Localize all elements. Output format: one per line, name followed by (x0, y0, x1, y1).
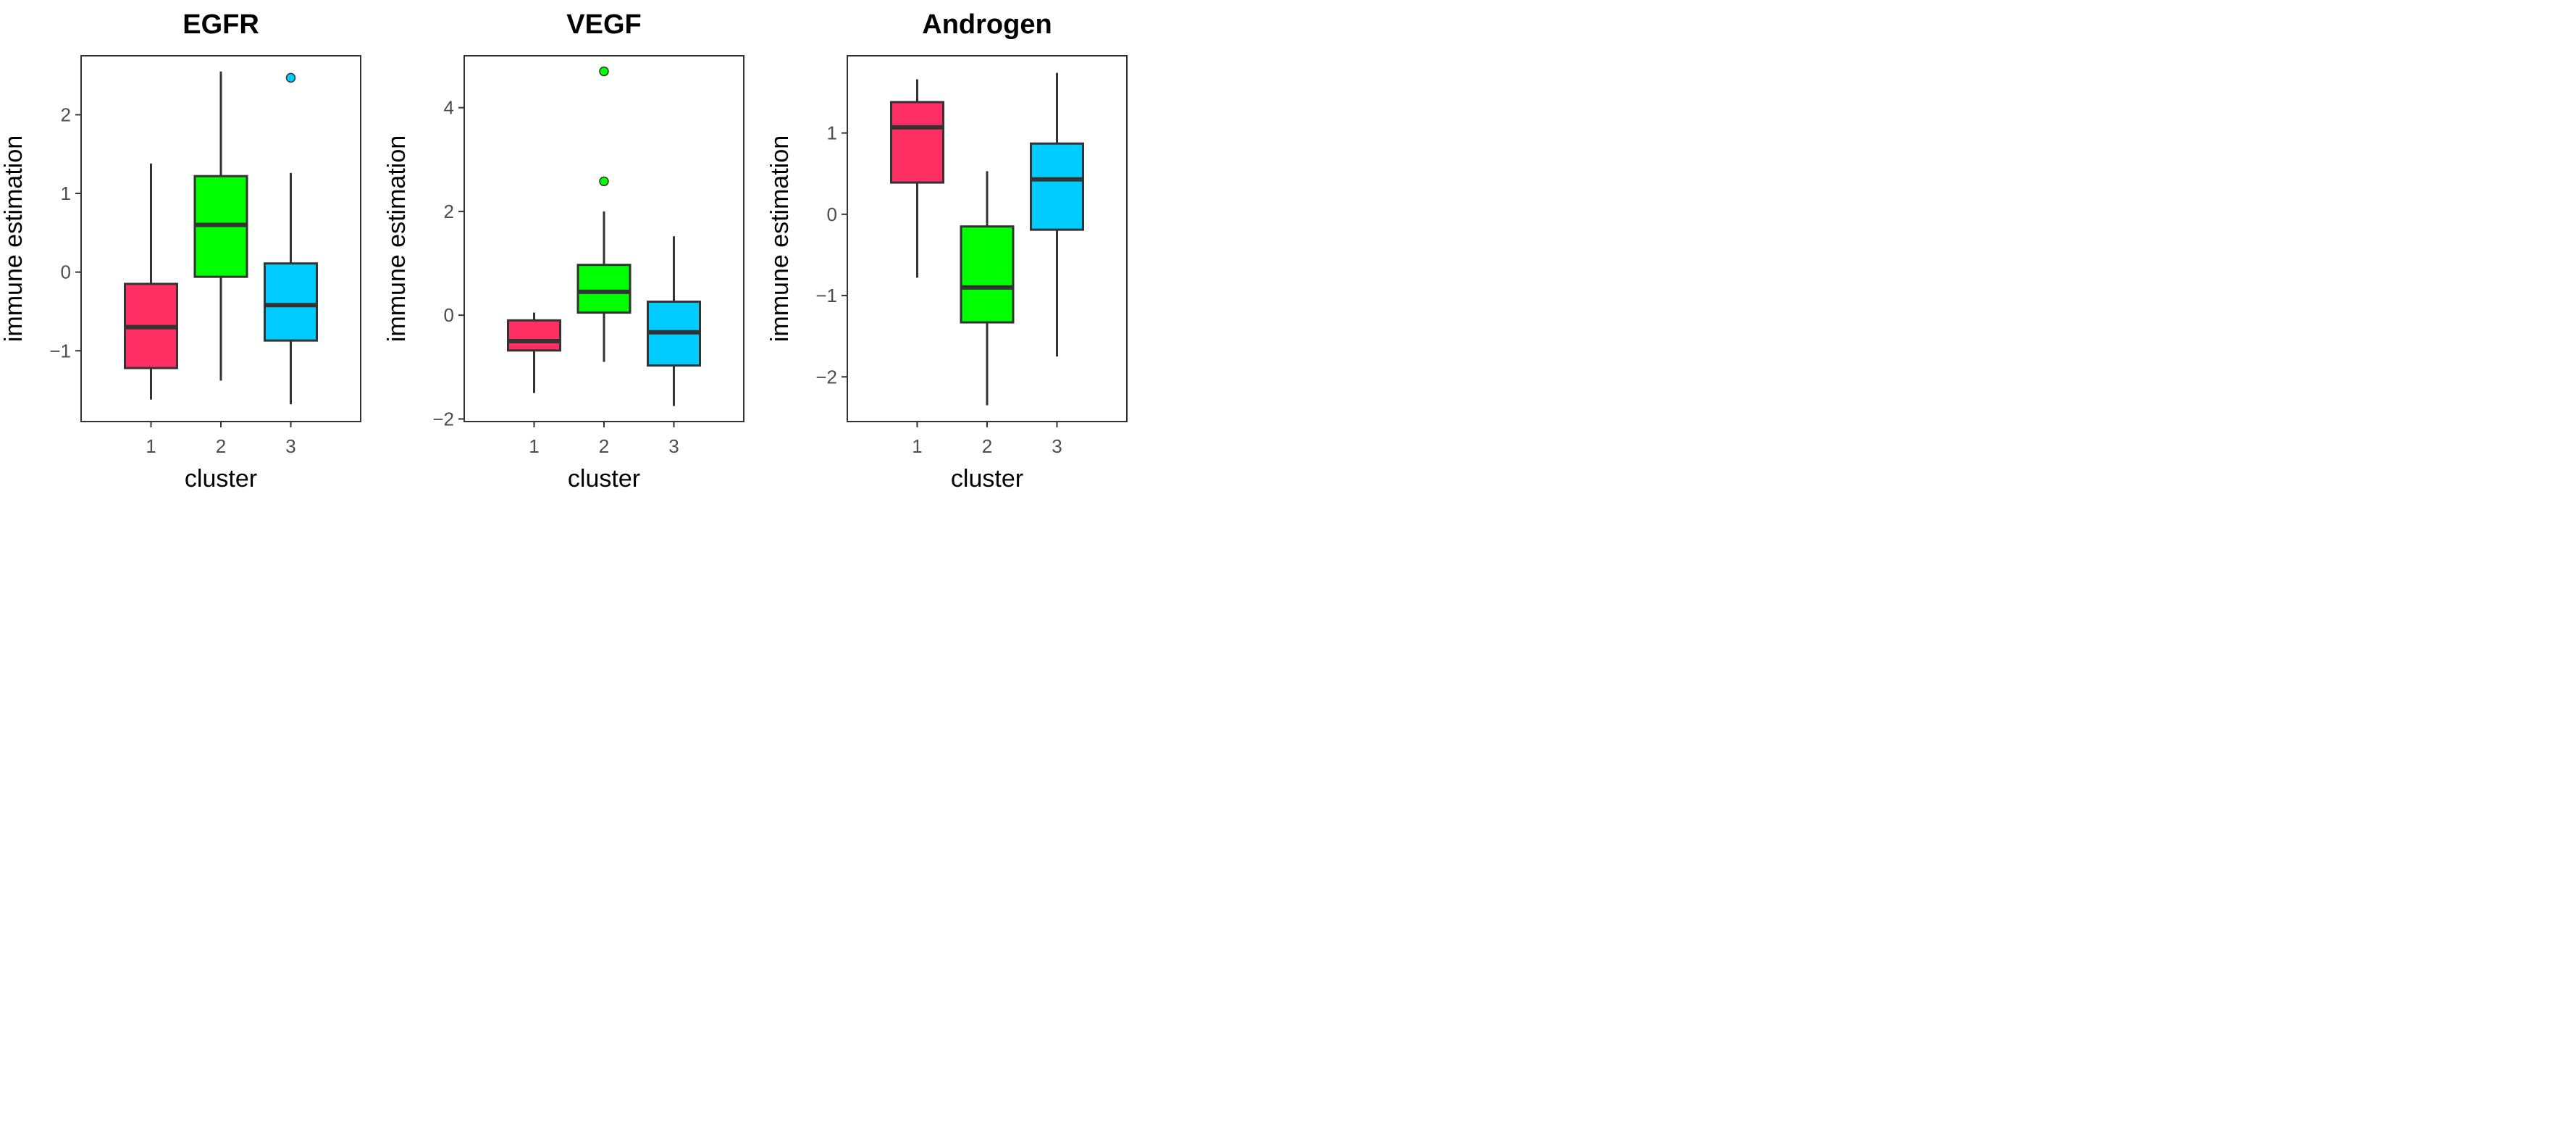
panel-egfr: EGFR −1 0 1 2 immune estimation 1 2 3 cluster (0, 9, 361, 493)
box-cluster-3 (264, 72, 318, 405)
box-cluster-1 (124, 163, 178, 400)
x-tick-label: 2 (599, 435, 609, 457)
chart-title: EGFR (182, 9, 259, 40)
chart-title: VEGF (566, 9, 641, 40)
x-tick-label: 1 (529, 435, 539, 457)
iqr-box (507, 319, 561, 352)
x-axis-title: cluster (951, 465, 1023, 493)
chart-title: Androgen (922, 9, 1052, 40)
iqr-box (960, 225, 1015, 324)
x-axis-title: cluster (568, 465, 640, 493)
panel-androgen: Androgen −2 −1 0 1 immune estimation 1 2 3 cluste… (766, 9, 1128, 493)
x-tick-label: 3 (285, 435, 295, 457)
outlier-point (599, 176, 609, 187)
iqr-box (890, 101, 944, 184)
box-cluster-1 (507, 312, 561, 393)
x-axis-title: cluster (185, 465, 257, 493)
y-tick-label: −1 (49, 340, 71, 361)
y-axis-title: immune estimation (0, 135, 28, 342)
x-tick-label: 2 (216, 435, 226, 457)
y-tick-label: 4 (444, 97, 454, 119)
box-cluster-2 (960, 171, 1015, 406)
y-tick-label: 1 (827, 122, 837, 144)
iqr-box (1030, 142, 1084, 231)
panel-vegf: VEGF −2 0 2 4 immune estimation 1 2 3 cluster (383, 9, 744, 493)
x-tick-label: 1 (912, 435, 922, 457)
x-tick-label: 2 (982, 435, 992, 457)
x-tick-label: 3 (1052, 435, 1062, 457)
y-axis-title: immune estimation (383, 135, 411, 342)
y-tick-label: 2 (61, 104, 71, 125)
x-tick-label: 3 (668, 435, 679, 457)
y-tick-label: 1 (61, 183, 71, 204)
figure: EGFR −1 0 1 2 immune estimation 1 2 3 cluster VEGF… (0, 0, 1136, 500)
y-tick-label: 2 (444, 201, 454, 222)
y-tick-label: 0 (827, 204, 837, 225)
y-tick-label: 0 (444, 304, 454, 326)
y-tick-label: 0 (61, 261, 71, 283)
iqr-box (264, 262, 318, 342)
y-axis-title: immune estimation (766, 135, 794, 342)
box-cluster-3 (1030, 72, 1084, 357)
box-cluster-3 (647, 236, 701, 406)
y-tick-label: −1 (815, 285, 837, 306)
x-tick-label: 1 (146, 435, 156, 457)
outlier-point (285, 72, 296, 83)
y-tick-label: −2 (432, 408, 454, 430)
box-cluster-2 (193, 71, 248, 381)
box-cluster-2 (576, 66, 632, 362)
box-cluster-1 (890, 79, 944, 278)
y-tick-label: −2 (815, 366, 837, 388)
iqr-box (576, 264, 632, 314)
outlier-point (599, 66, 609, 77)
